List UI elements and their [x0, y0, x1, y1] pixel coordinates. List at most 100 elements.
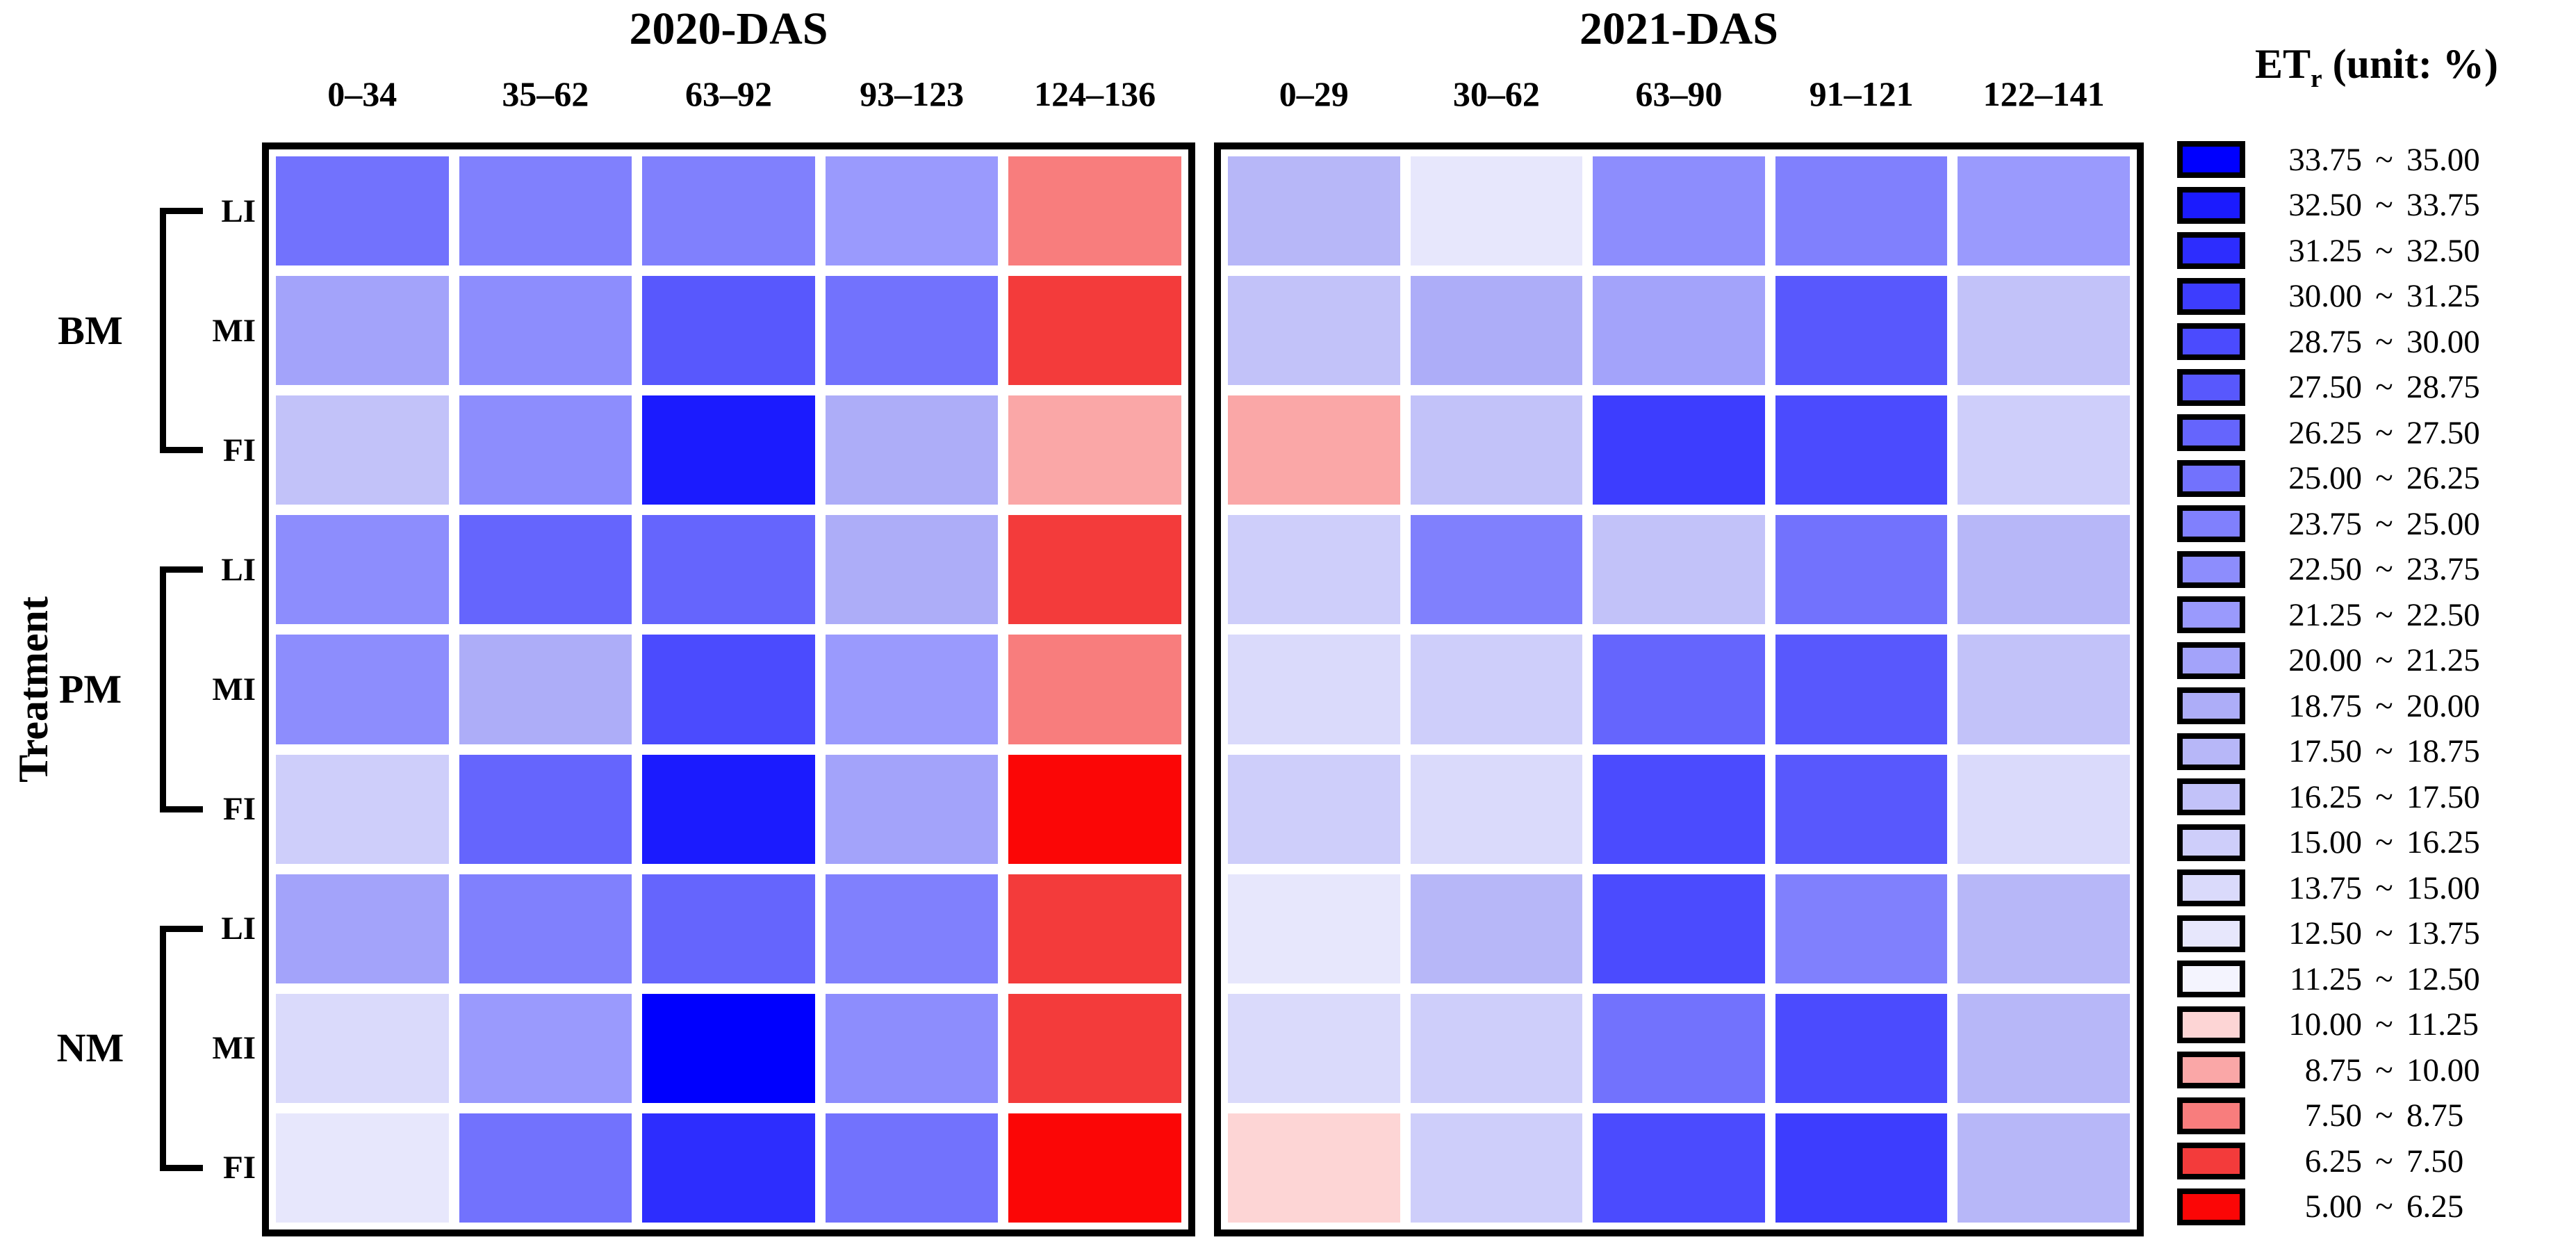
heatmap-cell: [1410, 395, 1583, 505]
heatmap-cell: [642, 993, 815, 1103]
heatmap-cell: [1008, 1113, 1181, 1223]
heatmap-cell: [1410, 993, 1583, 1103]
legend-row: 20.00 ~21.25: [2177, 638, 2576, 684]
legend-row: 33.75 ~35.00: [2177, 137, 2576, 183]
legend-range-label: 12.50 ~13.75: [2288, 915, 2480, 952]
heatmap-cell: [1228, 395, 1400, 505]
legend-swatch: [2177, 368, 2245, 406]
legend-swatch: [2177, 824, 2245, 861]
legend-swatch: [2177, 642, 2245, 679]
heatmap-cell: [276, 515, 449, 625]
legend-range-label: 22.50 ~23.75: [2288, 551, 2480, 588]
heatmap-cell: [1593, 276, 1765, 386]
heatmap-cell: [1228, 515, 1400, 625]
legend-row: 10.00 ~11.25: [2177, 1002, 2576, 1048]
heatmap-cell: [1775, 395, 1948, 505]
legend-swatch: [2177, 1188, 2245, 1225]
treatment-group-label: BM: [58, 307, 123, 353]
panel-title-2020: 2020-DAS: [629, 3, 828, 54]
row-label: MI: [212, 1030, 256, 1067]
heatmap-cell: [276, 993, 449, 1103]
heatmap-cell: [459, 276, 632, 386]
heatmap-cell: [1008, 754, 1181, 864]
legend-row: 32.50 ~33.75: [2177, 183, 2576, 229]
group-bracket-tick: [160, 1164, 203, 1171]
heatmap-cell: [459, 156, 632, 266]
heatmap-cell: [1958, 754, 2130, 864]
legend-range-label: 6.25 ~7.50: [2304, 1143, 2464, 1179]
heatmap-cell: [825, 1113, 999, 1223]
legend-row: 7.50 ~8.75: [2177, 1093, 2576, 1139]
heatmap-cell: [825, 276, 999, 386]
row-label: LI: [221, 551, 256, 588]
legend-range-label: 11.25 ~12.50: [2289, 961, 2480, 997]
heatmap-cell: [1775, 1113, 1948, 1223]
column-header: 30–62: [1452, 74, 1540, 113]
heatmap-cell: [825, 874, 999, 983]
legend-range-label: 26.25 ~27.50: [2288, 414, 2480, 451]
heatmap-cell: [1593, 635, 1765, 744]
legend-swatch: [2177, 915, 2245, 952]
legend-range-label: 10.00 ~11.25: [2288, 1006, 2479, 1043]
group-bracket-line: [160, 208, 166, 454]
legend-range-label: 20.00 ~21.25: [2288, 642, 2480, 679]
legend-range-label: 8.75 ~10.00: [2304, 1052, 2480, 1088]
legend-swatch: [2177, 141, 2245, 179]
row-label-axis: BM LI MI FI PM LI MI FI NM LI MI FI: [0, 142, 262, 1236]
legend-swatch: [2177, 232, 2245, 270]
heatmap-cell: [1410, 515, 1583, 625]
heatmap-cell: [459, 754, 632, 864]
legend-row: 17.50 ~18.75: [2177, 729, 2576, 775]
legend-row: 13.75 ~15.00: [2177, 865, 2576, 911]
legend-row: 22.50 ~23.75: [2177, 547, 2576, 593]
heatmap-cell: [276, 754, 449, 864]
row-label: FI: [223, 1150, 256, 1186]
legend-swatch: [2177, 1143, 2245, 1180]
legend-range-label: 33.75 ~35.00: [2288, 141, 2480, 178]
row-label: MI: [212, 671, 256, 708]
legend-title-sub: r: [2311, 65, 2322, 94]
treatment-group-label: NM: [56, 1025, 124, 1071]
heatmap-cell: [1228, 276, 1400, 386]
legend-range-label: 15.00 ~16.25: [2288, 824, 2480, 861]
column-header: 63–90: [1635, 74, 1723, 113]
legend-row: 15.00 ~16.25: [2177, 820, 2576, 866]
heatmap-cell: [459, 395, 632, 505]
legend-range-label: 17.50 ~18.75: [2288, 733, 2480, 770]
heatmap-cell: [276, 874, 449, 983]
legend-row: 23.75 ~25.00: [2177, 501, 2576, 547]
legend-title-rest: (unit: %): [2322, 41, 2498, 87]
legend-range-label: 7.50 ~8.75: [2304, 1097, 2464, 1134]
heatmap-cell: [1593, 395, 1765, 505]
heatmap-cell: [1958, 874, 2130, 983]
heatmap-cell: [1958, 395, 2130, 505]
legend-range-label: 21.25 ~22.50: [2288, 596, 2480, 633]
heatmap-cell: [1958, 515, 2130, 625]
group-bracket-tick: [160, 447, 203, 454]
legend: 33.75 ~35.00 32.50 ~33.75 31.25 ~32.50 30.00 ~3…: [2177, 137, 2576, 1229]
group-bracket-line: [160, 925, 166, 1171]
group-bracket-tick: [160, 566, 203, 573]
heatmap-cell: [1410, 874, 1583, 983]
heatmap-cell: [1410, 156, 1583, 266]
heatmap-cell: [1593, 1113, 1765, 1223]
heatmap-cell: [1958, 156, 2130, 266]
heatmap-cell: [642, 1113, 815, 1223]
legend-range-label: 5.00 ~6.25: [2304, 1188, 2464, 1225]
heatmap-cell: [1228, 156, 1400, 266]
legend-range-label: 16.25 ~17.50: [2288, 778, 2480, 815]
group-bracket-tick: [160, 925, 203, 932]
heatmap-cell: [825, 635, 999, 744]
legend-swatch: [2177, 1006, 2245, 1043]
legend-row: 12.50 ~13.75: [2177, 911, 2576, 957]
heatmap-cell: [825, 156, 999, 266]
row-label: MI: [212, 312, 256, 349]
heatmap-cell: [1775, 515, 1948, 625]
legend-row: 30.00 ~31.25: [2177, 274, 2576, 320]
legend-swatch: [2177, 1097, 2245, 1134]
row-label: FI: [223, 432, 256, 468]
heatmap-cell: [276, 156, 449, 266]
group-bracket-tick: [160, 806, 203, 812]
heatmap-cell: [1958, 993, 2130, 1103]
